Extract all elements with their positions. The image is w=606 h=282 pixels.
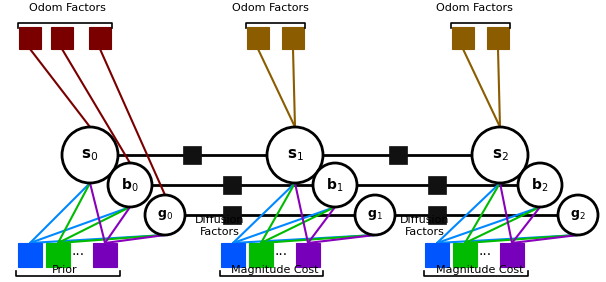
Text: Odom Factors: Odom Factors [231,3,308,13]
FancyBboxPatch shape [296,243,320,267]
Ellipse shape [267,127,323,183]
FancyBboxPatch shape [453,243,477,267]
Text: Diffusion
Factors: Diffusion Factors [400,215,450,237]
FancyBboxPatch shape [46,243,70,267]
FancyBboxPatch shape [93,243,117,267]
FancyBboxPatch shape [425,243,449,267]
Ellipse shape [62,127,118,183]
Text: $\mathbf{g}_0$: $\mathbf{g}_0$ [157,208,173,222]
FancyBboxPatch shape [183,146,201,164]
Text: $\mathbf{b}_2$: $\mathbf{b}_2$ [531,176,548,194]
FancyBboxPatch shape [249,243,273,267]
Ellipse shape [472,127,528,183]
Text: Diffusion
Factors: Diffusion Factors [195,215,245,237]
FancyBboxPatch shape [223,176,241,194]
FancyBboxPatch shape [19,27,41,49]
Text: ···: ··· [72,248,85,262]
Text: Magnitude Cost: Magnitude Cost [231,265,319,275]
Ellipse shape [558,195,598,235]
FancyBboxPatch shape [389,146,407,164]
FancyBboxPatch shape [452,27,474,49]
FancyBboxPatch shape [487,27,509,49]
Text: $\mathbf{g}_1$: $\mathbf{g}_1$ [367,208,383,222]
FancyBboxPatch shape [221,243,245,267]
FancyBboxPatch shape [223,206,241,224]
Text: $\mathbf{s}_2$: $\mathbf{s}_2$ [491,147,508,163]
Text: Magnitude Cost: Magnitude Cost [436,265,524,275]
FancyBboxPatch shape [18,243,42,267]
FancyBboxPatch shape [51,27,73,49]
FancyBboxPatch shape [89,27,111,49]
Text: ···: ··· [275,248,288,262]
Ellipse shape [518,163,562,207]
Text: Odom Factors: Odom Factors [436,3,513,13]
FancyBboxPatch shape [247,27,269,49]
Ellipse shape [108,163,152,207]
Text: $\mathbf{s}_0$: $\mathbf{s}_0$ [81,147,99,163]
Ellipse shape [145,195,185,235]
Ellipse shape [313,163,357,207]
FancyBboxPatch shape [428,206,446,224]
Text: ···: ··· [479,248,491,262]
FancyBboxPatch shape [282,27,304,49]
FancyBboxPatch shape [428,176,446,194]
Text: $\mathbf{s}_1$: $\mathbf{s}_1$ [287,147,304,163]
Text: Prior: Prior [52,265,78,275]
FancyBboxPatch shape [500,243,524,267]
Text: $\mathbf{b}_1$: $\mathbf{b}_1$ [327,176,344,194]
Text: $\mathbf{b}_0$: $\mathbf{b}_0$ [121,176,139,194]
Ellipse shape [355,195,395,235]
Text: $\mathbf{g}_2$: $\mathbf{g}_2$ [570,208,586,222]
Text: Odom Factors: Odom Factors [28,3,105,13]
